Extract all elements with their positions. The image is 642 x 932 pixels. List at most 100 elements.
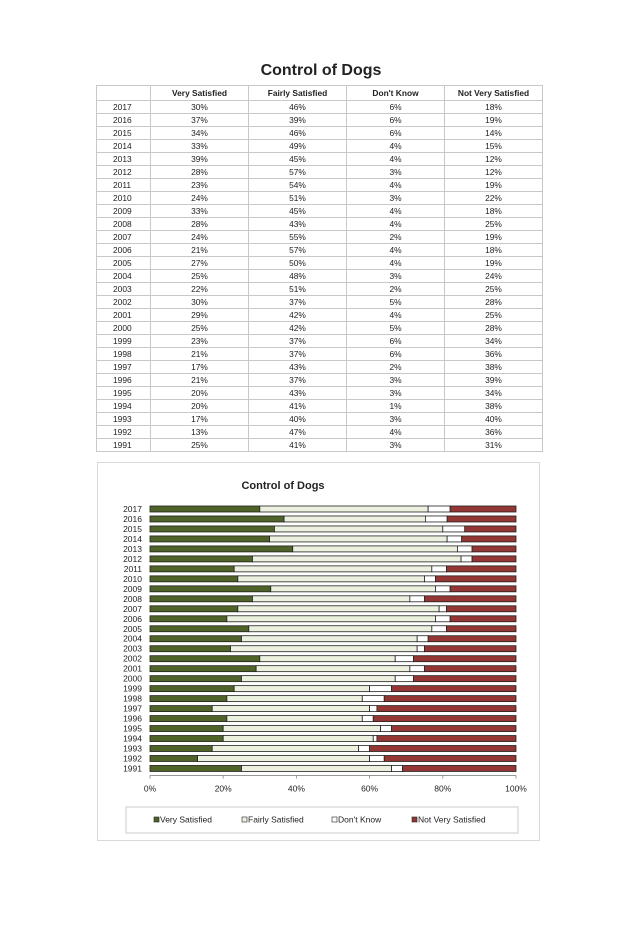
value-cell: 4% bbox=[346, 256, 445, 270]
y-tick-label: 2002 bbox=[123, 654, 142, 664]
bar-segment bbox=[457, 545, 473, 553]
table-row: 1998 21% 37% 6% 36% bbox=[96, 347, 543, 361]
year-cell: 1992 bbox=[96, 425, 151, 439]
value-cell: 33% bbox=[150, 204, 249, 218]
bar-segment bbox=[449, 505, 517, 513]
value-cell: 23% bbox=[150, 334, 249, 348]
value-cell: 41% bbox=[248, 399, 347, 413]
table-row: 1996 21% 37% 3% 39% bbox=[96, 373, 543, 387]
x-tick-label: 40% bbox=[288, 783, 305, 793]
table-row: 2012 28% 57% 3% 12% bbox=[96, 165, 543, 179]
page-title: Control of Dogs bbox=[260, 62, 382, 79]
value-cell: 13% bbox=[150, 425, 249, 439]
bar-segment bbox=[369, 685, 392, 693]
value-cell: 37% bbox=[248, 295, 347, 309]
bar-segment bbox=[149, 625, 250, 633]
bar-segment bbox=[358, 745, 370, 752]
bar-segment bbox=[446, 605, 517, 613]
bar-segment bbox=[197, 755, 371, 762]
bar-segment bbox=[211, 705, 371, 712]
bar-segment bbox=[431, 565, 447, 573]
value-cell: 19% bbox=[444, 256, 543, 270]
value-cell: 37% bbox=[248, 347, 347, 361]
y-axis-labels: 2017201620152014201320122011201020092008… bbox=[123, 504, 142, 773]
value-cell: 24% bbox=[150, 191, 249, 205]
value-cell: 25% bbox=[150, 321, 249, 335]
bar-segment bbox=[446, 535, 463, 543]
value-cell: 40% bbox=[444, 412, 543, 426]
bar-segment bbox=[435, 585, 451, 593]
bar-segment bbox=[149, 725, 224, 732]
bar-segment bbox=[222, 735, 374, 742]
value-cell: 37% bbox=[248, 373, 347, 387]
bar-segment bbox=[471, 555, 517, 563]
table-row: 1995 20% 43% 3% 34% bbox=[96, 386, 543, 400]
table-header-cell: Very Satisfied bbox=[150, 85, 249, 101]
bar-segment bbox=[149, 635, 242, 643]
bar-segment bbox=[270, 585, 436, 593]
bar-segment bbox=[149, 535, 270, 543]
bar-segment bbox=[149, 765, 242, 772]
table-row: 1999 23% 37% 6% 34% bbox=[96, 334, 543, 348]
value-cell: 39% bbox=[444, 373, 543, 387]
value-cell: 28% bbox=[444, 295, 543, 309]
year-cell: 2014 bbox=[96, 139, 151, 153]
value-cell: 3% bbox=[346, 412, 445, 426]
value-cell: 21% bbox=[150, 347, 249, 361]
bar-segment bbox=[442, 525, 466, 533]
stacked-bar-chart: Control of Dogs 201720162015201420132012… bbox=[123, 480, 527, 834]
table-row: 2001 29% 42% 4% 25% bbox=[96, 308, 543, 322]
value-cell: 4% bbox=[346, 217, 445, 231]
y-tick-label: 2012 bbox=[123, 554, 142, 564]
bar-segment bbox=[233, 685, 370, 693]
y-tick-label: 2009 bbox=[123, 584, 142, 594]
value-cell: 17% bbox=[150, 412, 249, 426]
bar-segment bbox=[391, 685, 517, 693]
year-cell: 2001 bbox=[96, 308, 151, 322]
bar-segment bbox=[149, 655, 261, 663]
value-cell: 34% bbox=[444, 386, 543, 400]
bar-segment bbox=[449, 585, 517, 593]
y-tick-label: 2003 bbox=[123, 644, 142, 654]
value-cell: 25% bbox=[444, 217, 543, 231]
table-row: 1992 13% 47% 4% 36% bbox=[96, 425, 543, 439]
value-cell: 42% bbox=[248, 308, 347, 322]
bar-segment bbox=[149, 575, 239, 583]
value-cell: 15% bbox=[444, 139, 543, 153]
table-row: 2013 39% 45% 4% 12% bbox=[96, 152, 543, 166]
value-cell: 34% bbox=[444, 334, 543, 348]
value-cell: 38% bbox=[444, 360, 543, 374]
bar-segment bbox=[149, 705, 213, 712]
year-cell: 2016 bbox=[96, 113, 151, 127]
bar-segment bbox=[237, 605, 440, 613]
legend-label: Not Very Satisfied bbox=[418, 815, 486, 825]
bar-segment bbox=[222, 725, 381, 732]
y-tick-label: 1993 bbox=[123, 744, 142, 754]
bar-segment bbox=[226, 615, 436, 623]
value-cell: 4% bbox=[346, 152, 445, 166]
value-cell: 6% bbox=[346, 126, 445, 140]
bar-segment bbox=[149, 555, 253, 563]
year-cell: 1996 bbox=[96, 373, 151, 387]
value-cell: 19% bbox=[444, 178, 543, 192]
bar-segment bbox=[372, 735, 378, 742]
value-cell: 43% bbox=[248, 386, 347, 400]
bar-segment bbox=[149, 715, 228, 722]
bar-segment bbox=[402, 765, 517, 772]
bar-segment bbox=[394, 675, 414, 683]
x-tick-label: 60% bbox=[361, 783, 378, 793]
year-cell: 2006 bbox=[96, 243, 151, 257]
bar-segment bbox=[431, 625, 447, 633]
y-tick-label: 2006 bbox=[123, 614, 142, 624]
table-row: 1991 25% 41% 3% 31% bbox=[96, 438, 543, 452]
value-cell: 19% bbox=[444, 230, 543, 244]
y-tick-label: 2017 bbox=[123, 504, 142, 514]
bar-segment bbox=[394, 655, 414, 663]
bar-segment bbox=[446, 565, 517, 573]
bar-segment bbox=[380, 725, 392, 732]
bar-segment bbox=[409, 595, 425, 603]
table-row: 1994 20% 41% 1% 38% bbox=[96, 399, 543, 413]
bar-segment bbox=[471, 545, 517, 553]
bar-segment bbox=[226, 695, 363, 703]
x-tick-label: 0% bbox=[144, 783, 157, 793]
